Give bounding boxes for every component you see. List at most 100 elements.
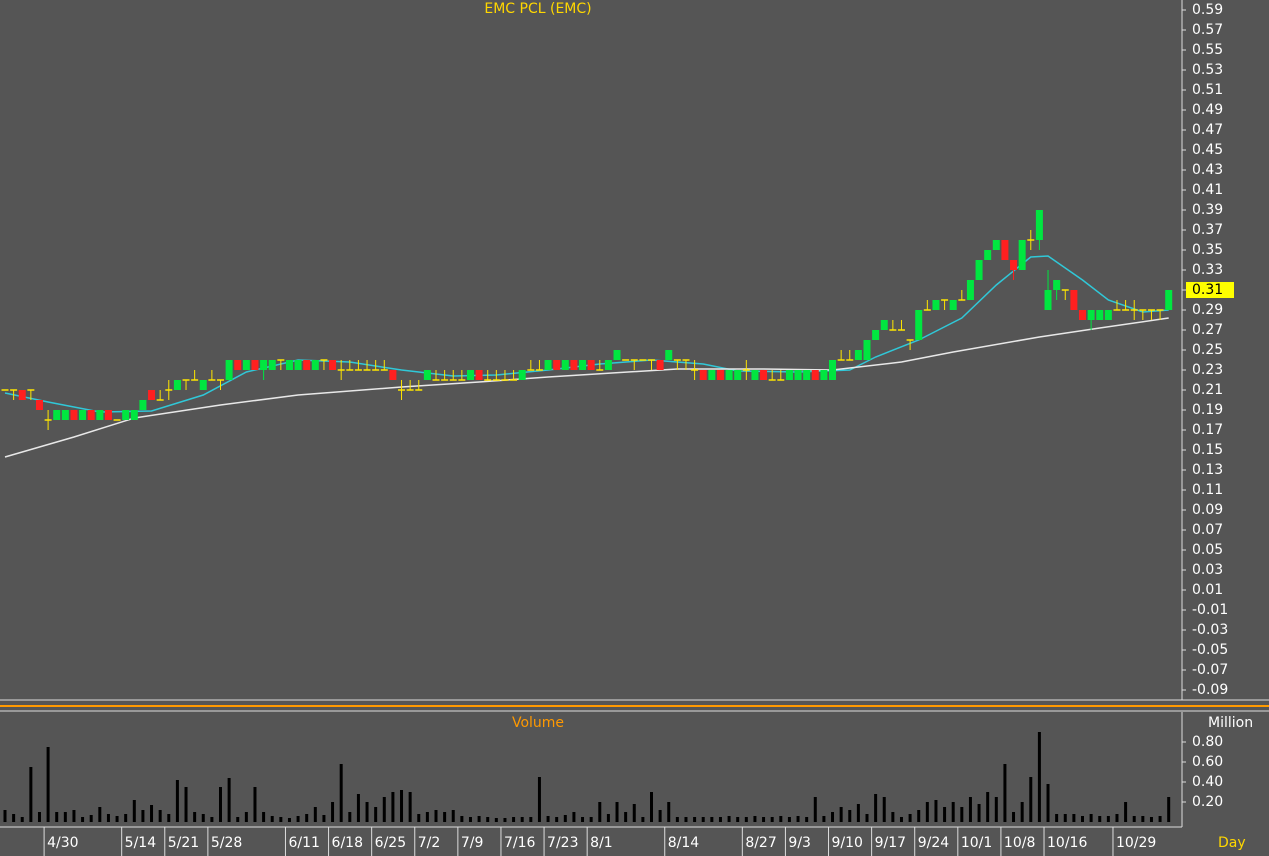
volume-bar	[908, 814, 912, 822]
volume-bar	[348, 812, 352, 822]
candle-body	[1070, 290, 1078, 310]
y-tick-label: 0.80	[1192, 734, 1223, 750]
candle-body	[811, 370, 819, 380]
candle-body	[96, 410, 104, 420]
volume-bar	[943, 807, 947, 822]
x-tick-label: 9/17	[875, 835, 906, 851]
candle-body	[251, 360, 259, 370]
candle-body	[1096, 310, 1104, 320]
volume-bar	[736, 817, 740, 822]
volume-bar	[865, 814, 869, 822]
volume-bar	[727, 816, 731, 822]
candle-body	[70, 410, 78, 420]
y-tick-label: -0.03	[1192, 622, 1228, 638]
volume-bar	[693, 817, 697, 822]
candle-body	[975, 260, 983, 280]
volume-bar	[813, 797, 817, 822]
volume-bar	[296, 816, 300, 822]
y-tick-label: 0.07	[1192, 522, 1223, 538]
y-tick-label: 0.11	[1192, 482, 1223, 498]
volume-bar	[115, 816, 119, 822]
candle-body	[1087, 310, 1095, 320]
volume-bar	[391, 792, 395, 822]
volume-bar	[555, 817, 559, 822]
candle-body	[579, 360, 587, 370]
volume-bar	[1149, 817, 1153, 822]
candle-body	[553, 360, 561, 370]
volume-title: Volume	[512, 715, 564, 731]
candle-body	[61, 410, 69, 420]
volume-bar	[994, 797, 998, 822]
candle-body	[35, 400, 43, 410]
volume-bar	[1098, 816, 1102, 822]
candle-body	[734, 370, 742, 380]
candle-body	[863, 340, 871, 360]
candle-body	[122, 410, 130, 420]
candle-body	[1079, 310, 1086, 320]
candle-body	[984, 250, 992, 260]
volume-bar	[1063, 814, 1067, 822]
volume-bar	[891, 812, 895, 822]
candle-body	[225, 360, 233, 380]
y-tick-label: 0.15	[1192, 442, 1223, 458]
chart-title: EMC PCL (EMC)	[484, 1, 591, 17]
volume-bar	[960, 807, 964, 822]
candle-body	[561, 360, 569, 370]
volume-bar	[365, 802, 369, 822]
volume-bar	[632, 804, 636, 822]
x-tick-label: 9/24	[918, 835, 950, 851]
volume-bar	[546, 816, 550, 822]
candle-body	[285, 360, 293, 370]
volume-bar	[572, 812, 576, 822]
volume-bar	[468, 817, 472, 822]
volume-bar	[744, 817, 748, 822]
y-tick-label: 0.55	[1192, 42, 1223, 58]
x-tick-label: 6/18	[332, 835, 363, 851]
volume-bar	[1072, 814, 1076, 822]
x-tick-label: 9/3	[788, 835, 811, 851]
volume-bar	[184, 787, 188, 822]
y-tick-label: 0.09	[1192, 502, 1223, 518]
y-tick-label: 0.41	[1192, 182, 1223, 198]
volume-bar	[486, 817, 490, 822]
y-tick-label: 0.20	[1192, 794, 1223, 810]
volume-bar	[3, 810, 7, 822]
volume-bar	[1020, 802, 1024, 822]
volume-bar	[951, 802, 955, 822]
x-tick-label: 5/28	[211, 835, 242, 851]
x-tick-label: 6/11	[288, 835, 319, 851]
y-tick-label: 0.19	[1192, 402, 1223, 418]
candle-body	[1001, 240, 1009, 260]
volume-bar	[925, 802, 929, 822]
volume-bar	[503, 818, 507, 822]
volume-bar	[20, 817, 24, 822]
candle-body	[475, 370, 483, 380]
volume-bar	[55, 812, 59, 822]
volume-bar	[494, 818, 498, 822]
candle-body	[587, 360, 595, 370]
candle-body	[518, 370, 526, 380]
y-tick-label: -0.07	[1192, 662, 1228, 678]
volume-bar	[822, 816, 826, 822]
last-price-box	[1186, 282, 1234, 298]
candle-body	[699, 370, 707, 380]
volume-bar	[460, 816, 464, 822]
x-tick-label: 5/21	[168, 835, 199, 851]
volume-bar	[1081, 816, 1084, 822]
candle-body	[268, 360, 276, 370]
x-tick-label: 7/2	[418, 835, 441, 851]
volume-bar	[986, 792, 990, 822]
volume-bar	[89, 815, 93, 822]
volume-bar	[244, 812, 248, 822]
candle-body	[604, 360, 612, 370]
volume-bar	[598, 802, 602, 822]
volume-bar	[374, 807, 378, 822]
candle-body	[665, 350, 673, 360]
candle-body	[544, 360, 552, 370]
y-tick-label: 0.01	[1192, 582, 1223, 598]
candle-body	[1018, 240, 1026, 270]
volume-bar	[874, 794, 878, 822]
volume-bar	[968, 797, 972, 822]
candle-body	[1035, 210, 1043, 240]
volume-bar	[762, 817, 766, 822]
